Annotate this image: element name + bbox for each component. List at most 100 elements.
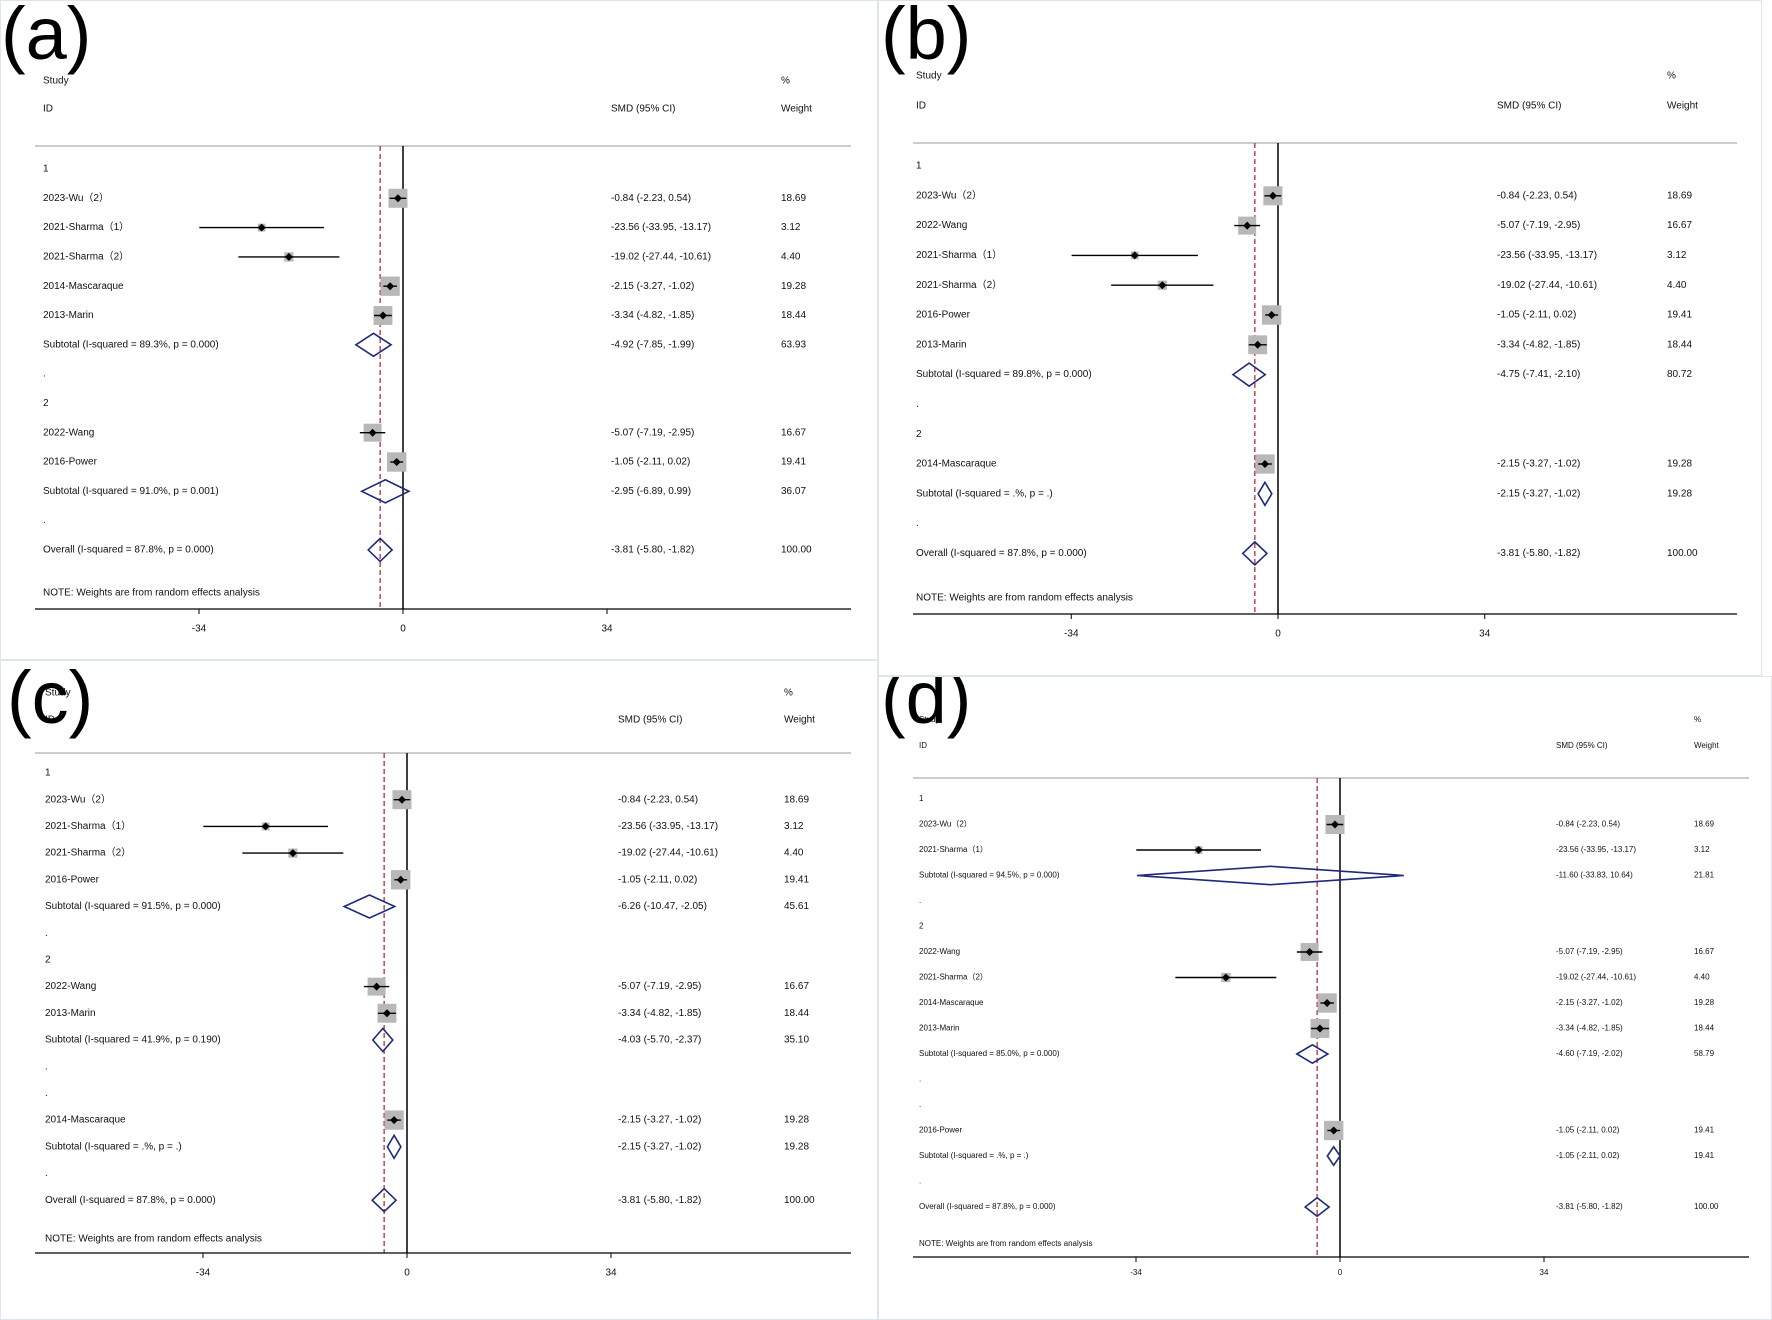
weight-text: 18.44 <box>784 1008 809 1019</box>
weight-text: 3.12 <box>784 821 804 832</box>
effect-ci-text: -0.84 (-2.23, 0.54) <box>1556 820 1620 829</box>
weight-text: 19.28 <box>1667 488 1692 499</box>
point-estimate <box>396 875 405 884</box>
spacer-dot: . <box>919 1075 921 1084</box>
point-estimate <box>1260 460 1269 468</box>
point-estimate <box>393 194 402 203</box>
effect-ci-text: -2.15 (-3.27, -1.02) <box>1497 488 1580 499</box>
point-estimate <box>392 458 401 466</box>
spacer-dot: . <box>916 399 919 410</box>
subtotal-label: Subtotal (I-squared = 91.5%, p = 0.000) <box>45 901 221 912</box>
panel-label-b: (b) <box>881 0 972 75</box>
study-label: 2013-Marin <box>45 1008 96 1019</box>
effect-ci-text: -5.07 (-7.19, -2.95) <box>1556 947 1623 956</box>
effect-ci-text: -2.15 (-3.27, -1.02) <box>618 1115 701 1126</box>
subgroup-label: 2 <box>916 429 922 440</box>
x-tick-label: 34 <box>1479 629 1491 640</box>
point-estimate <box>378 311 387 320</box>
effect-ci-text: -23.56 (-33.95, -13.17) <box>611 222 711 233</box>
subtotal-label: Subtotal (I-squared = .%, p = .) <box>919 1151 1029 1160</box>
point-estimate <box>1194 846 1203 854</box>
subgroup-label: 1 <box>45 768 51 779</box>
header-weight: Weight <box>784 715 815 726</box>
subgroup-label: 2 <box>43 398 49 409</box>
weight-text: 18.69 <box>1694 820 1715 829</box>
point-estimate <box>1267 311 1276 319</box>
weight-text: 18.69 <box>781 193 806 204</box>
effect-ci-text: -23.56 (-33.95, -13.17) <box>1497 250 1597 261</box>
study-label: 2014-Mascaraque <box>43 281 124 292</box>
subtotal-label: Subtotal (I-squared = .%, p = .) <box>916 488 1053 499</box>
subtotal-label: Subtotal (I-squared = 94.5%, p = 0.000) <box>919 871 1060 880</box>
effect-ci-text: -4.92 (-7.85, -1.99) <box>611 339 694 350</box>
spacer-dot: . <box>45 1168 48 1179</box>
weight-text: 36.07 <box>781 486 806 497</box>
weight-text: 63.93 <box>781 339 806 350</box>
point-estimate <box>288 849 297 858</box>
forest-panel-b: Study ID SMD (95% CI)% Weight 1 2023-Wu（2） -0.… <box>878 0 1762 676</box>
x-tick-label: 0 <box>404 1268 410 1279</box>
header-weight: Weight <box>1694 741 1720 750</box>
study-label: 2022-Wang <box>43 427 94 438</box>
overall-label: Overall (I-squared = 87.8%, p = 0.000) <box>919 1202 1056 1211</box>
x-tick-label: -34 <box>196 1268 211 1279</box>
effect-ci-text: -2.15 (-3.27, -1.02) <box>1556 998 1623 1007</box>
header-study: Study <box>43 76 69 87</box>
weight-text: 19.28 <box>1667 459 1692 470</box>
subtotal-label: Subtotal (I-squared = 91.0%, p = 0.001) <box>43 486 219 497</box>
effect-ci-text: -4.75 (-7.41, -2.10) <box>1497 369 1580 380</box>
point-estimate <box>368 428 377 437</box>
effect-ci-text: -3.81 (-5.80, -1.82) <box>611 545 694 556</box>
weight-text: 19.41 <box>1694 1151 1715 1160</box>
study-label: 2016-Power <box>916 310 971 321</box>
weight-text: 100.00 <box>781 545 812 556</box>
subtotal-diamond <box>1231 362 1267 388</box>
header-weight: Weight <box>781 104 812 115</box>
effect-ci-text: -23.56 (-33.95, -13.17) <box>1556 845 1636 854</box>
study-label: 2014-Mascaraque <box>45 1115 126 1126</box>
header-study: Study <box>916 71 942 82</box>
weight-text: 19.41 <box>784 874 809 885</box>
weight-text: 19.41 <box>1694 1126 1715 1135</box>
point-estimate <box>1243 221 1252 230</box>
subgroup-label: 1 <box>919 794 924 803</box>
weight-text: 4.40 <box>781 252 801 263</box>
weight-text: 4.40 <box>784 848 804 859</box>
effect-ci-text: -5.07 (-7.19, -2.95) <box>611 427 694 438</box>
forest-plot-c: Study ID SMD (95% CI)% Weight 1 2023-Wu（2） -0.… <box>35 688 851 1279</box>
header-smd: SMD (95% CI) <box>1497 101 1561 112</box>
point-estimate <box>390 1116 399 1125</box>
effect-ci-text: -6.26 (-10.47, -2.05) <box>618 901 707 912</box>
effect-ci-text: -3.34 (-4.82, -1.85) <box>611 310 694 321</box>
point-estimate <box>1329 1126 1338 1135</box>
header-percent: % <box>784 688 793 699</box>
point-estimate <box>1323 999 1332 1007</box>
effect-ci-text: -19.02 (-27.44, -10.61) <box>611 252 711 263</box>
header-percent: % <box>1667 71 1676 82</box>
study-label: 2014-Mascaraque <box>919 998 984 1007</box>
forest-panel-c: Study ID SMD (95% CI)% Weight 1 2023-Wu（2） -0.… <box>0 660 878 1320</box>
effect-ci-text: -1.05 (-2.11, 0.02) <box>618 874 697 885</box>
subgroup-label: 1 <box>916 161 922 172</box>
weight-text: 58.79 <box>1694 1049 1715 1058</box>
weights-note: NOTE: Weights are from random effects an… <box>919 1239 1093 1248</box>
effect-ci-text: -3.81 (-5.80, -1.82) <box>618 1195 701 1206</box>
overall-label: Overall (I-squared = 87.8%, p = 0.000) <box>45 1195 216 1206</box>
effect-ci-text: -1.05 (-2.11, 0.02) <box>1556 1151 1620 1160</box>
effect-ci-text: -3.34 (-4.82, -1.85) <box>618 1008 701 1019</box>
overall-label: Overall (I-squared = 87.8%, p = 0.000) <box>43 545 214 556</box>
weight-text: 21.81 <box>1694 871 1715 880</box>
weight-text: 16.67 <box>1694 947 1715 956</box>
forest-plot-b: Study ID SMD (95% CI)% Weight 1 2023-Wu（2） -0.… <box>913 71 1737 640</box>
header-id: ID <box>916 101 926 112</box>
point-estimate <box>1305 948 1314 956</box>
weight-text: 18.44 <box>1667 339 1692 350</box>
effect-ci-text: -0.84 (-2.23, 0.54) <box>611 193 691 204</box>
effect-ci-text: -5.07 (-7.19, -2.95) <box>618 981 701 992</box>
weight-text: 100.00 <box>784 1195 815 1206</box>
effect-ci-text: -5.07 (-7.19, -2.95) <box>1497 220 1580 231</box>
weight-text: 19.41 <box>1667 310 1692 321</box>
study-label: 2023-Wu（2） <box>45 793 111 805</box>
spacer-dot: . <box>919 896 921 905</box>
effect-ci-text: -1.05 (-2.11, 0.02) <box>611 457 690 468</box>
